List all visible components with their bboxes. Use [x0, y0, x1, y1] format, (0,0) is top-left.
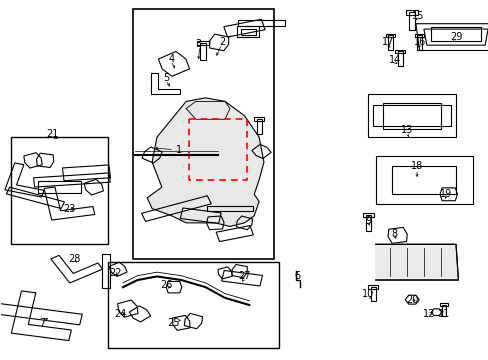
Text: 18: 18 [410, 161, 423, 171]
Text: 21: 21 [46, 129, 59, 139]
Text: 22: 22 [109, 268, 122, 278]
Text: 14: 14 [388, 55, 401, 65]
Text: 6: 6 [293, 271, 300, 282]
Bar [108, 262, 278, 348]
Text: 24: 24 [114, 309, 126, 319]
Text: 10: 10 [362, 289, 374, 299]
Text: 15: 15 [411, 11, 424, 21]
Text: 23: 23 [63, 203, 76, 213]
Bar [11, 137, 108, 244]
Text: 2: 2 [219, 37, 225, 48]
Text: 1: 1 [176, 145, 182, 155]
Text: 12: 12 [422, 309, 434, 319]
Text: 8: 8 [390, 229, 397, 239]
Text: 16: 16 [413, 37, 426, 48]
Text: 28: 28 [68, 253, 81, 264]
Text: 29: 29 [449, 32, 461, 42]
Text: 20: 20 [405, 295, 418, 305]
Text: 11: 11 [437, 309, 449, 319]
Text: 25: 25 [167, 318, 180, 328]
Text: 4: 4 [168, 54, 174, 64]
Polygon shape [147, 98, 264, 226]
Polygon shape [375, 244, 458, 280]
Text: 19: 19 [439, 189, 451, 199]
Bar [132, 9, 273, 258]
Text: 7: 7 [40, 318, 46, 328]
Text: 9: 9 [365, 216, 371, 226]
Text: 13: 13 [401, 125, 413, 135]
Text: 5: 5 [163, 73, 169, 83]
Text: 26: 26 [160, 280, 173, 291]
Text: 3: 3 [195, 39, 201, 49]
Text: 27: 27 [238, 271, 250, 282]
Text: 17: 17 [381, 37, 393, 48]
